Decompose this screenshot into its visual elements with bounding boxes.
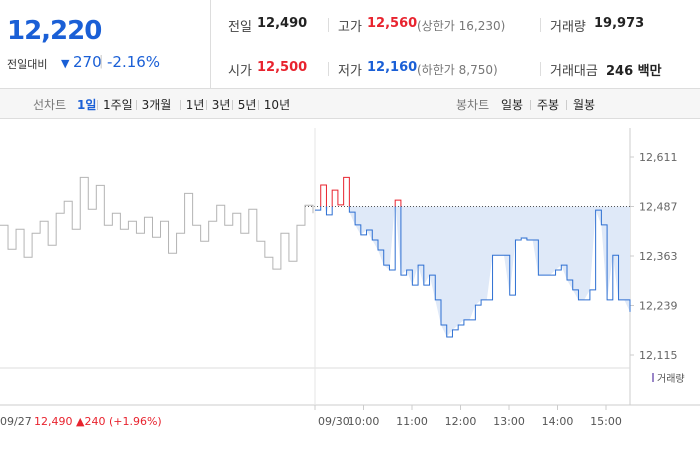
- tab-divider: [179, 100, 181, 110]
- x-tick-label: 09/27: [0, 415, 32, 428]
- price-box: [0, 0, 211, 89]
- x-tick-label: 15:00: [590, 415, 622, 428]
- stat-value: 12,160: [367, 60, 418, 75]
- tab[interactable]: 월봉: [573, 98, 596, 112]
- x-tick-label: 14:00: [542, 415, 574, 428]
- stats-box: [210, 0, 700, 89]
- x-tick-label: 11:00: [396, 415, 428, 428]
- down-arrow: ▼: [61, 57, 70, 70]
- tab[interactable]: 10년: [263, 98, 291, 112]
- separator: [328, 62, 329, 76]
- tab[interactable]: 5년: [237, 98, 257, 112]
- stat-label: 저가: [338, 64, 362, 79]
- stat-note: (하한가 8,750): [417, 63, 498, 77]
- tab-bar: [0, 89, 700, 119]
- x-tick-label: 12:00: [445, 415, 477, 428]
- y-tick-label: 12,611: [639, 151, 678, 164]
- price-line: [315, 206, 631, 338]
- y-tick-label: 12,487: [639, 201, 678, 214]
- stat-label: 거래량: [550, 20, 586, 35]
- legend-swatch: [652, 373, 654, 382]
- change: 270: [73, 53, 102, 71]
- prev-summary: 12,490 ▲240 (+1.96%): [34, 415, 162, 428]
- y-tick-label: 12,239: [639, 300, 678, 313]
- separator: [540, 62, 541, 76]
- stat-value: 12,490: [257, 16, 308, 31]
- stat-value: 12,560: [367, 16, 418, 31]
- tab-divider: [231, 100, 233, 110]
- tab-label: 봉차트: [456, 98, 490, 112]
- tab[interactable]: 3개월: [141, 98, 172, 112]
- tab[interactable]: 3년: [211, 98, 231, 112]
- stat-note: (상한가 16,230): [417, 19, 506, 33]
- tab-divider: [205, 100, 207, 110]
- tab[interactable]: 일봉: [501, 98, 524, 112]
- stat-value: 12,500: [257, 60, 308, 75]
- x-tick-label: 13:00: [493, 415, 525, 428]
- change-label: 전일대비: [7, 58, 48, 71]
- separator: [540, 18, 541, 32]
- tab-divider: [530, 100, 531, 110]
- separator: [328, 18, 329, 32]
- y-tick-label: 12,115: [639, 349, 678, 362]
- stat-label: 전일: [228, 20, 252, 35]
- prev-line: [0, 176, 314, 270]
- x-tick-label: 10:00: [348, 415, 380, 428]
- price: 12,220: [7, 16, 102, 46]
- tab[interactable]: 1주일: [103, 98, 133, 112]
- tab-divider: [566, 100, 567, 110]
- tab[interactable]: 1일: [77, 98, 97, 112]
- divider: |: [99, 54, 104, 69]
- tab-label: 선차트: [33, 98, 67, 112]
- stat-value: 19,973: [594, 16, 645, 31]
- stat-value: 246 백만: [606, 64, 662, 79]
- change-pct: -2.16%: [107, 53, 161, 71]
- stat-label: 고가: [338, 20, 362, 35]
- legend: 거래량: [657, 373, 685, 385]
- area-fill: [315, 206, 630, 338]
- tab[interactable]: 주봉: [537, 98, 560, 112]
- stat-label: 시가: [228, 64, 252, 79]
- tab-divider: [257, 100, 259, 110]
- y-tick-label: 12,363: [639, 250, 678, 263]
- tab-divider: [135, 100, 137, 110]
- tab-divider: [97, 100, 98, 110]
- x-tick-label: 09/30: [318, 415, 350, 428]
- stat-label: 거래대금: [550, 64, 598, 79]
- tab[interactable]: 1년: [185, 98, 205, 112]
